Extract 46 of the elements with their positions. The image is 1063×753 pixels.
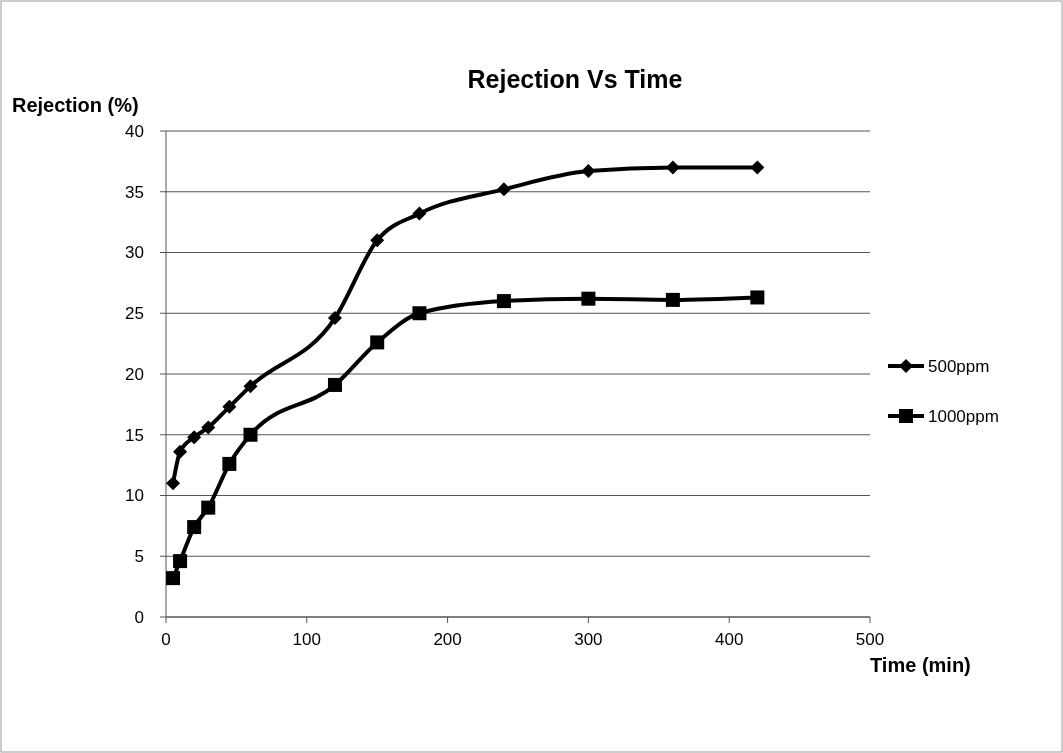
point <box>412 306 427 321</box>
x-tick-label: 100 <box>292 630 321 649</box>
point <box>173 444 188 459</box>
point <box>750 160 765 175</box>
point <box>166 571 181 586</box>
x-tick-label: 300 <box>574 630 603 649</box>
point <box>370 233 385 248</box>
y-tick-label: 10 <box>125 486 144 506</box>
y-tick-label: 30 <box>125 243 144 263</box>
y-tick-label: 5 <box>134 547 144 567</box>
legend-label: 500ppm <box>928 356 990 376</box>
y-axis-title: Rejection (%) <box>12 94 139 116</box>
y-tick-label: 40 <box>125 121 144 141</box>
point <box>370 335 385 350</box>
point <box>665 292 680 307</box>
point <box>243 427 258 442</box>
point <box>201 420 216 435</box>
point <box>327 377 342 392</box>
point <box>496 182 511 197</box>
point <box>173 554 188 569</box>
point <box>412 206 427 221</box>
y-tick-label: 0 <box>134 607 144 627</box>
point <box>243 379 258 394</box>
point <box>665 160 680 175</box>
point <box>222 456 237 471</box>
point <box>222 399 237 414</box>
y-tick-label: 15 <box>125 425 144 445</box>
x-axis-title: Time (min) <box>870 654 971 676</box>
x-tick-label: 500 <box>855 630 885 649</box>
point <box>581 291 596 306</box>
y-tick-label: 35 <box>125 182 144 202</box>
legend-label: 1000ppm <box>928 406 999 426</box>
point <box>187 430 202 445</box>
chart-title: Rejection Vs Time <box>467 65 683 93</box>
point <box>201 500 216 515</box>
point <box>327 311 342 326</box>
x-tick-label: 400 <box>715 630 744 649</box>
point <box>581 164 596 179</box>
point <box>496 294 511 309</box>
point <box>187 520 202 535</box>
y-tick-label: 25 <box>125 304 144 324</box>
x-tick-label: 0 <box>161 630 171 649</box>
y-tick-label: 20 <box>125 364 144 384</box>
x-tick-label: 200 <box>433 630 462 649</box>
point <box>166 476 181 491</box>
point <box>750 290 765 305</box>
